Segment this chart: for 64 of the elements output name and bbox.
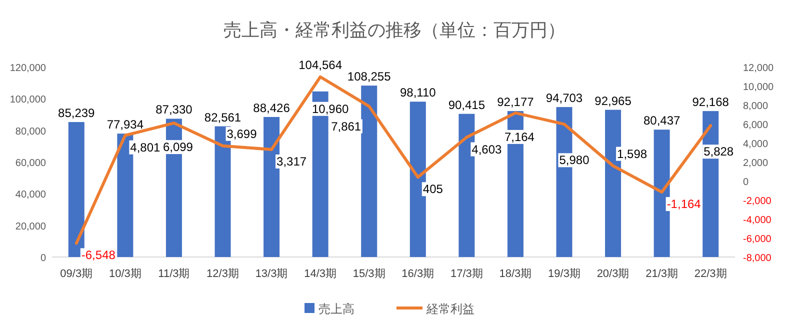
x-tick-label: 12/3期 [206,268,239,280]
y-tick-label: 100,000 [10,94,46,106]
y2-tick-label: -4,000 [743,215,772,226]
data-label: 6,099 [162,140,194,154]
data-label: 94,703 [546,91,583,106]
data-label: 77,934 [106,118,144,132]
x-tick-label: 13/3期 [255,268,288,280]
y2-tick-label: -6,000 [743,234,772,245]
x-tick-label: 21/3期 [646,268,678,280]
data-label: 98,110 [400,86,436,100]
x-tick-label: 09/3期 [60,268,93,280]
data-label: 82,561 [204,110,242,124]
x-tick-label: 20/3期 [596,268,630,280]
data-label: 92,177 [497,95,534,110]
legend-label: 売上高 [318,302,354,316]
y2-tick-label: 10,000 [743,82,774,93]
data-label: 3,699 [226,126,258,141]
x-tick-label: 10/3期 [108,268,142,280]
x-tick-label: 17/3期 [450,268,483,280]
y2-tick-label: 4,000 [743,139,768,150]
data-label: 3,317 [276,154,307,168]
data-label: 405 [422,182,444,196]
x-tick-label: 19/3期 [548,268,580,280]
data-label: 108,255 [347,70,392,84]
y-tick-label: 40,000 [15,190,46,201]
x-tick-label: 22/3期 [694,268,727,280]
data-label: 10,960 [312,102,349,116]
data-label: 4,801 [130,140,161,154]
y-tick-label: 120,000 [10,63,46,74]
x-tick-label: 15/3期 [352,268,386,280]
data-label: 1,598 [617,146,648,161]
data-label: 88,426 [253,100,290,115]
y2-tick-label: 12,000 [743,63,774,74]
data-label: 87,330 [156,102,193,117]
x-tick-label: 16/3期 [402,268,434,280]
chart-title: 売上高・経常利益の推移（単位：百万円） [224,20,566,40]
data-label: 5,980 [559,153,590,168]
y-tick-label: 20,000 [15,221,46,232]
data-label: 4,603 [472,142,502,156]
y2-tick-label: 8,000 [743,101,768,112]
legend-label: 経常利益 [426,302,474,316]
y-tick-label: 80,000 [15,126,46,138]
data-label: 92,168 [692,95,730,110]
data-label: 7,861 [331,119,362,134]
data-label: 92,965 [594,94,632,108]
data-label: 90,415 [448,98,486,112]
y-tick-label: 60,000 [15,158,46,169]
data-label: -1,164 [666,197,702,212]
data-label: 5,828 [704,144,734,159]
x-tick-label: 18/3期 [499,268,532,280]
bar [361,86,378,257]
data-label: -6,548 [81,248,116,262]
y2-tick-label: -2,000 [743,196,772,207]
y2-tick-label: -8,000 [743,253,772,264]
y2-tick-label: 2,000 [743,158,768,169]
data-label: 104,564 [298,58,342,72]
y-tick-label: 0 [40,253,46,264]
x-tick-label: 11/3期 [158,268,190,280]
y2-tick-label: 0 [743,177,749,188]
data-label: 7,164 [504,130,535,144]
data-label: 80,437 [643,114,680,128]
y2-tick-label: 6,000 [743,120,768,131]
x-tick-label: 14/3期 [304,268,337,280]
data-label: 85,239 [58,106,96,120]
